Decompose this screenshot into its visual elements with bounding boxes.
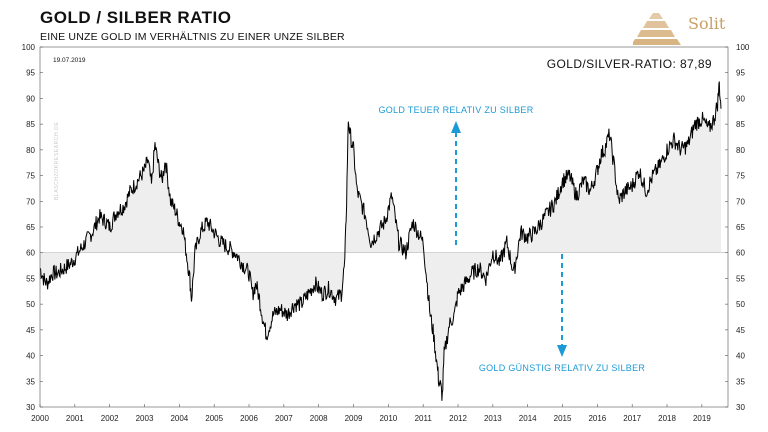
y-tick-label-left: 95 [26, 69, 35, 78]
x-tick-label: 2001 [66, 414, 84, 423]
pyramid-icon [633, 13, 681, 45]
annotation-cheap: GOLD GÜNSTIG RELATIV ZU SILBER [479, 363, 646, 373]
x-tick-label: 2009 [345, 414, 363, 423]
y-axis-right: 30 35 40 45 50 55 60 65 70 75 80 85 90 95 100 [725, 43, 750, 412]
watermark: BLASCHZOKRESEARCH.DE [54, 122, 60, 200]
x-tick-label: 2005 [205, 414, 223, 423]
x-tick-label: 2007 [275, 414, 293, 423]
y-tick-label-right: 85 [736, 120, 745, 129]
x-tick-label: 2010 [379, 414, 397, 423]
y-tick-label-left: 70 [26, 197, 35, 206]
chart-subtitle: EINE UNZE GOLD IM VERHÄLTNIS ZU EINER UN… [40, 31, 345, 43]
y-tick-label-left: 75 [26, 172, 35, 181]
x-tick-label: 2013 [484, 414, 502, 423]
x-tick-label: 2011 [415, 414, 433, 423]
y-tick-label-right: 40 [736, 352, 745, 361]
y-tick-label-left: 30 [26, 403, 35, 412]
y-tick-label-right: 90 [736, 94, 745, 103]
y-tick-label-right: 50 [736, 300, 745, 309]
x-tick-label: 2012 [449, 414, 467, 423]
annotation-expensive: GOLD TEUER RELATIV ZU SILBER [378, 105, 533, 115]
y-tick-label-right: 45 [736, 326, 745, 335]
y-tick-label-left: 80 [26, 146, 35, 155]
y-tick-label-right: 70 [736, 197, 745, 206]
x-tick-label: 2008 [310, 414, 328, 423]
y-tick-label-right: 65 [736, 223, 745, 232]
deviation-area [40, 81, 721, 401]
gold-silver-ratio-line [39, 81, 722, 401]
y-tick-label-right: 75 [736, 172, 745, 181]
y-tick-label-right: 35 [736, 377, 745, 386]
x-tick-label: 2018 [658, 414, 676, 423]
y-tick-label-right: 100 [736, 43, 750, 52]
y-tick-label-left: 35 [26, 377, 35, 386]
x-tick-label: 2015 [554, 414, 572, 423]
y-tick-label-left: 55 [26, 274, 35, 283]
y-tick-label-right: 30 [736, 403, 745, 412]
x-tick-label: 2019 [693, 414, 711, 423]
y-axis-left: 30 35 40 45 50 55 60 65 70 75 80 85 90 95 100 [22, 43, 43, 412]
x-tick-label: 2017 [623, 414, 641, 423]
y-tick-label-left: 45 [26, 326, 35, 335]
x-axis: 2000 2001 2002 2003 2004 2005 2006 2007 2008 2009… [31, 404, 711, 423]
y-tick-label-left: 90 [26, 94, 35, 103]
x-tick-label: 2014 [519, 414, 537, 423]
y-tick-label-left: 50 [26, 300, 35, 309]
x-tick-label: 2002 [101, 414, 119, 423]
y-tick-label-left: 85 [26, 120, 35, 129]
x-tick-label: 2004 [170, 414, 188, 423]
current-ratio-label: GOLD/SILVER-RATIO: 87,89 [547, 57, 712, 71]
y-tick-label-left: 40 [26, 352, 35, 361]
arrow-up-icon [451, 121, 461, 245]
x-tick-label: 2003 [136, 414, 154, 423]
y-tick-label-right: 80 [736, 146, 745, 155]
solit-logo [633, 13, 681, 45]
logo-wordmark: Solit [688, 14, 726, 33]
x-tick-label: 2016 [588, 414, 606, 423]
y-tick-label-right: 95 [736, 69, 745, 78]
y-tick-label-left: 60 [26, 249, 35, 258]
y-tick-label-right: 60 [736, 249, 745, 258]
y-tick-label-left: 65 [26, 223, 35, 232]
date-label: 19.07.2019 [53, 57, 86, 64]
area-fill [40, 81, 721, 401]
x-tick-label: 2006 [240, 414, 258, 423]
arrow-down-icon [557, 254, 567, 357]
y-tick-label-right: 55 [736, 274, 745, 283]
chart-title: GOLD / SILBER RATIO [40, 8, 232, 27]
y-tick-label-left: 100 [22, 43, 36, 52]
x-tick-label: 2000 [31, 414, 49, 423]
